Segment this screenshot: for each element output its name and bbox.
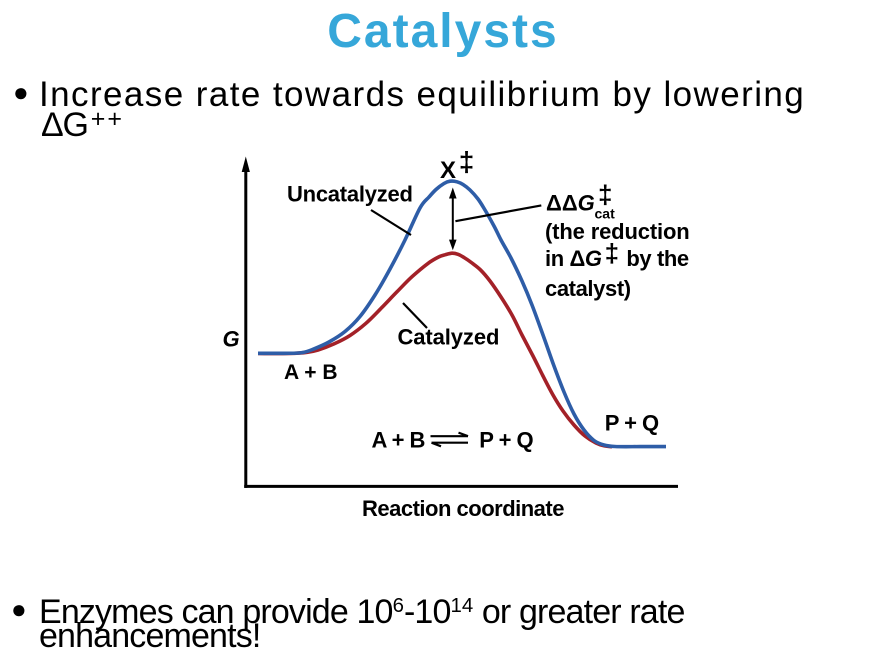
svg-text:‡: ‡ [598,180,612,210]
svg-text:X: X [440,157,456,184]
svg-text:cat: cat [595,206,616,222]
svg-text:ΔΔG: ΔΔG [546,191,595,216]
svg-text:A + B: A + B [284,361,337,384]
svg-text:(the reduction: (the reduction [545,219,690,244]
svg-text:G: G [223,326,240,351]
svg-text:Reaction coordinate: Reaction coordinate [362,496,564,521]
svg-text:A + B: A + B [372,428,425,453]
svg-text:‡: ‡ [459,146,475,177]
svg-text:Uncatalyzed: Uncatalyzed [287,182,413,207]
svg-text:Catalyzed: Catalyzed [398,325,500,350]
svg-text:P + Q: P + Q [479,428,533,453]
svg-text:catalyst): catalyst) [545,276,631,301]
svg-text:P + Q: P + Q [605,411,659,436]
